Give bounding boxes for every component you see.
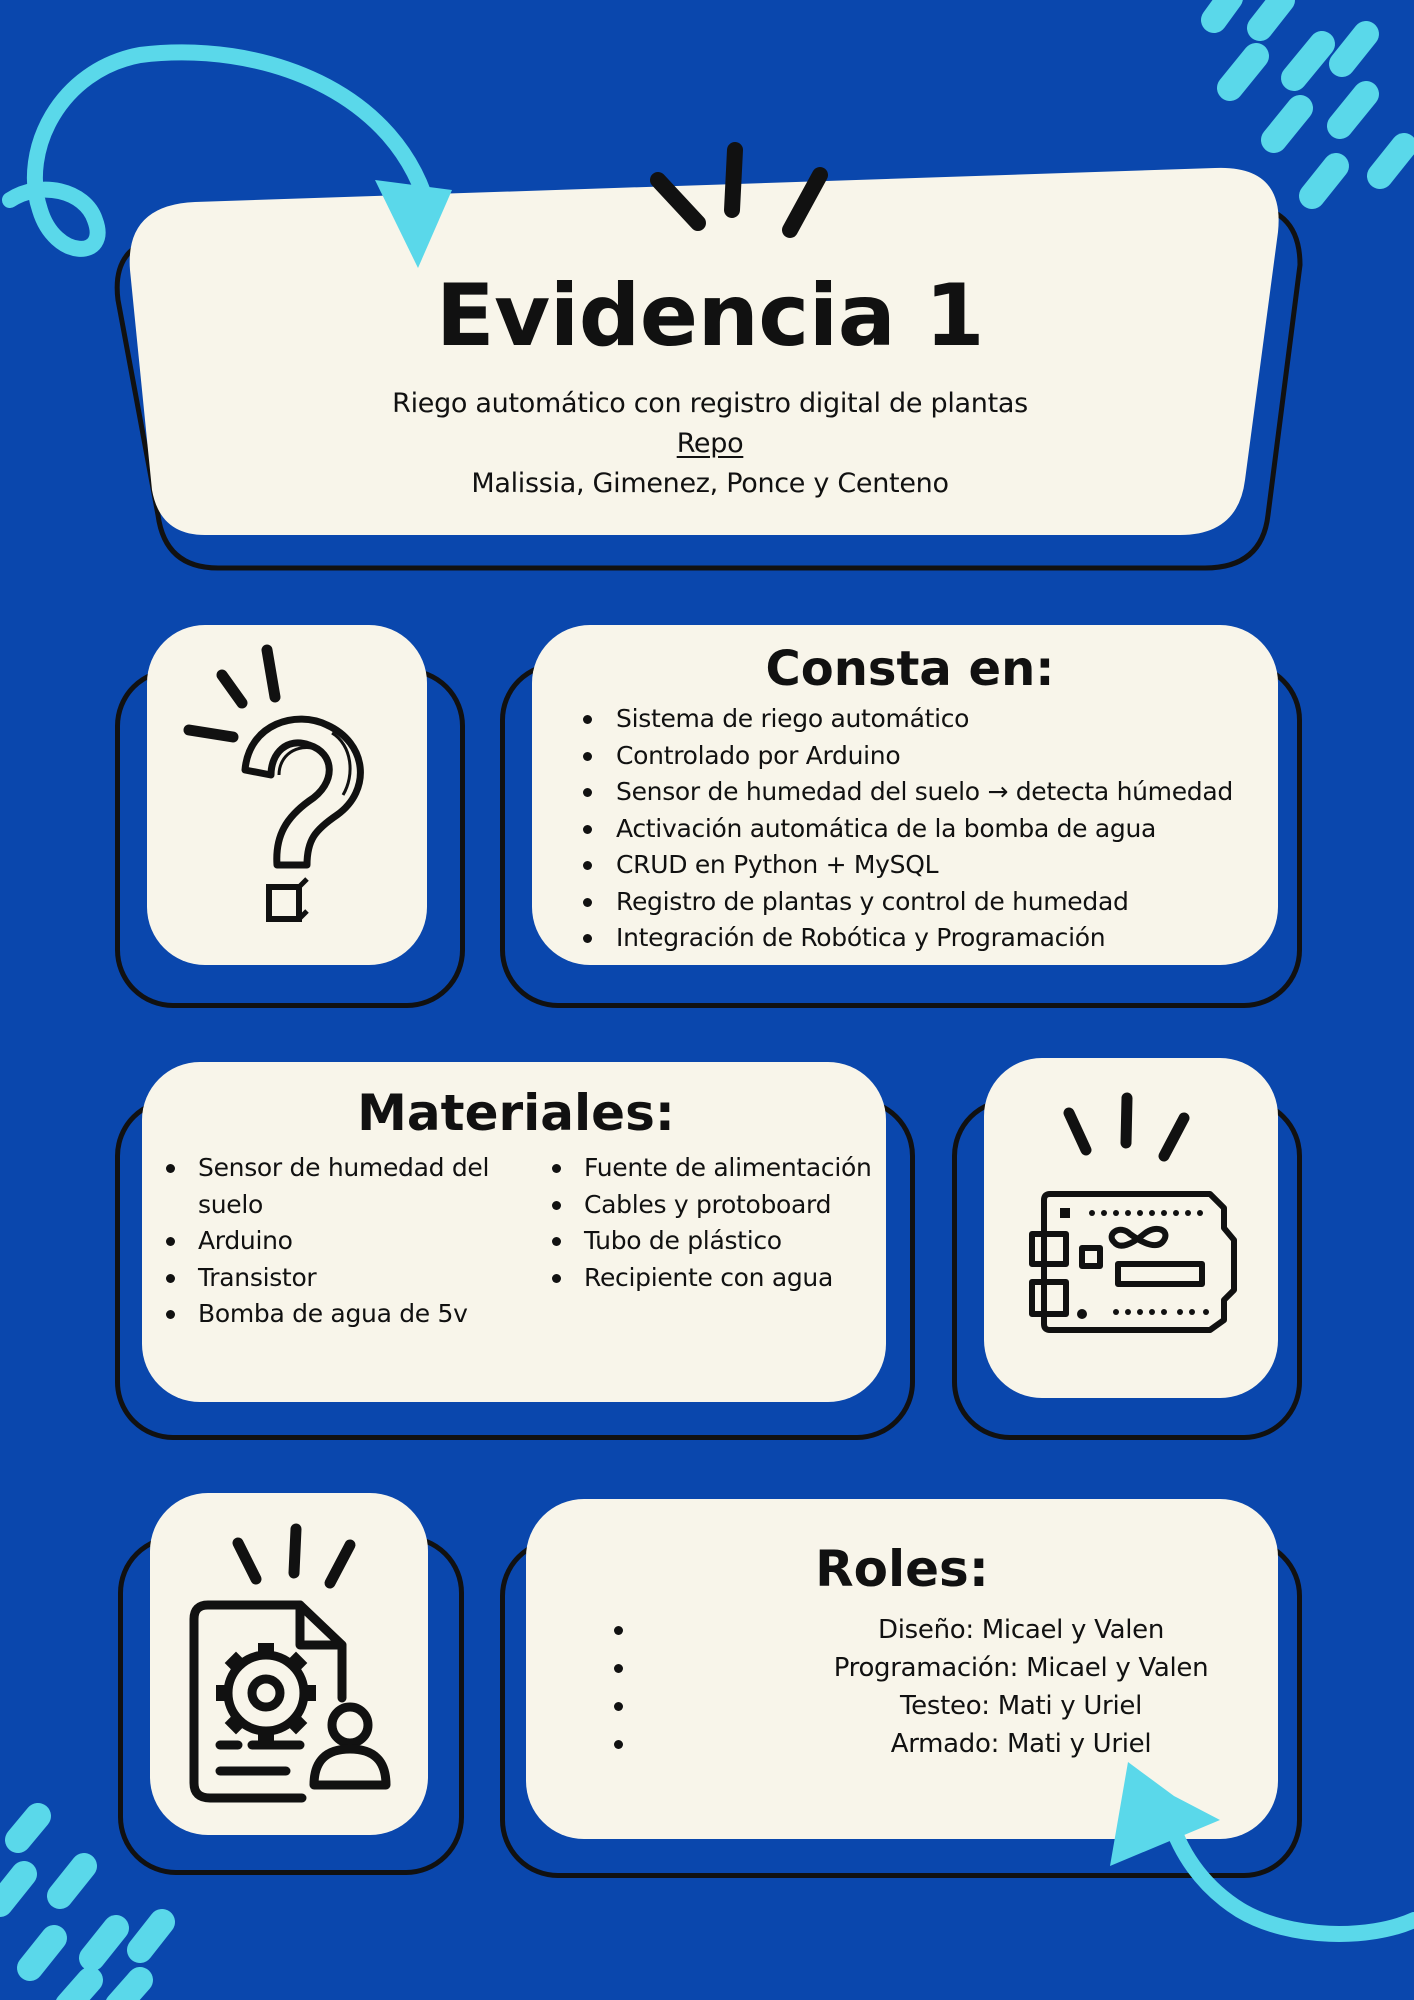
spark-lines-icon — [650, 142, 828, 238]
docgear-card — [150, 1493, 428, 1835]
materiales-list-left: Sensor de humedad del suelo Arduino Tran… — [160, 1150, 546, 1333]
dash-pattern-decoration-top — [1201, 0, 1414, 209]
list-item: Arduino — [160, 1223, 546, 1260]
roles-list: Diseño: Micael y Valen Programación: Mic… — [614, 1611, 1216, 1763]
list-item: Testeo: Mati y Uriel — [614, 1687, 1216, 1725]
list-item: Controlado por Arduino — [570, 738, 1278, 775]
list-item: Bomba de agua de 5v — [160, 1296, 546, 1333]
repo-link-row: Repo — [200, 424, 1220, 464]
list-item: CRUD en Python + MySQL — [570, 847, 1278, 884]
curved-arrow-icon-top — [2, 44, 452, 268]
arduino-board-icon — [1029, 1092, 1237, 1333]
list-item: Fuente de alimentación — [546, 1150, 876, 1187]
list-item: Programación: Micael y Valen — [614, 1649, 1216, 1687]
materiales-columns: Sensor de humedad del suelo Arduino Tran… — [160, 1150, 886, 1333]
materiales-card: Materiales: Sensor de humedad del suelo … — [142, 1062, 886, 1402]
question-card — [147, 625, 427, 965]
materiales-list-right: Fuente de alimentación Cables y protoboa… — [546, 1150, 876, 1333]
header-text-block: Evidencia 1 Riego automático con registr… — [200, 262, 1220, 504]
repo-link[interactable]: Repo — [676, 428, 744, 459]
list-item: Armado: Mati y Uriel — [614, 1725, 1216, 1763]
consta-title: Consta en: — [765, 641, 1055, 697]
authors-line: Malissia, Gimenez, Ponce y Centeno — [471, 468, 949, 499]
page-title: Evidencia 1 — [435, 266, 985, 366]
list-item: Registro de plantas y control de humedad — [570, 884, 1278, 921]
roles-title: Roles: — [815, 1540, 989, 1598]
list-item: Recipiente con agua — [546, 1260, 876, 1297]
curved-arrow-icon-bottom — [1110, 1762, 1414, 1942]
list-item: Sistema de riego automático — [570, 701, 1278, 738]
dash-pattern-decoration-bottom — [0, 1803, 175, 2000]
list-item: Activación automática de la bomba de agu… — [570, 811, 1278, 848]
arduino-card — [984, 1058, 1278, 1398]
consta-list: Sistema de riego automático Controlado p… — [570, 701, 1278, 957]
question-mark-icon — [183, 644, 364, 922]
materiales-title: Materiales: — [357, 1084, 675, 1142]
list-item: Sensor de humedad del suelo — [160, 1150, 546, 1223]
list-item: Cables y protoboard — [546, 1187, 876, 1224]
list-item: Diseño: Micael y Valen — [614, 1611, 1216, 1649]
list-item: Tubo de plástico — [546, 1223, 876, 1260]
consta-card: Consta en: Sistema de riego automático C… — [532, 625, 1278, 965]
page-subtitle: Riego automático con registro digital de… — [392, 388, 1028, 419]
list-item: Transistor — [160, 1260, 546, 1297]
document-gear-user-icon — [189, 1523, 391, 1803]
list-item: Sensor de humedad del suelo → detecta hú… — [570, 774, 1278, 811]
list-item: Integración de Robótica y Programación — [570, 920, 1278, 957]
